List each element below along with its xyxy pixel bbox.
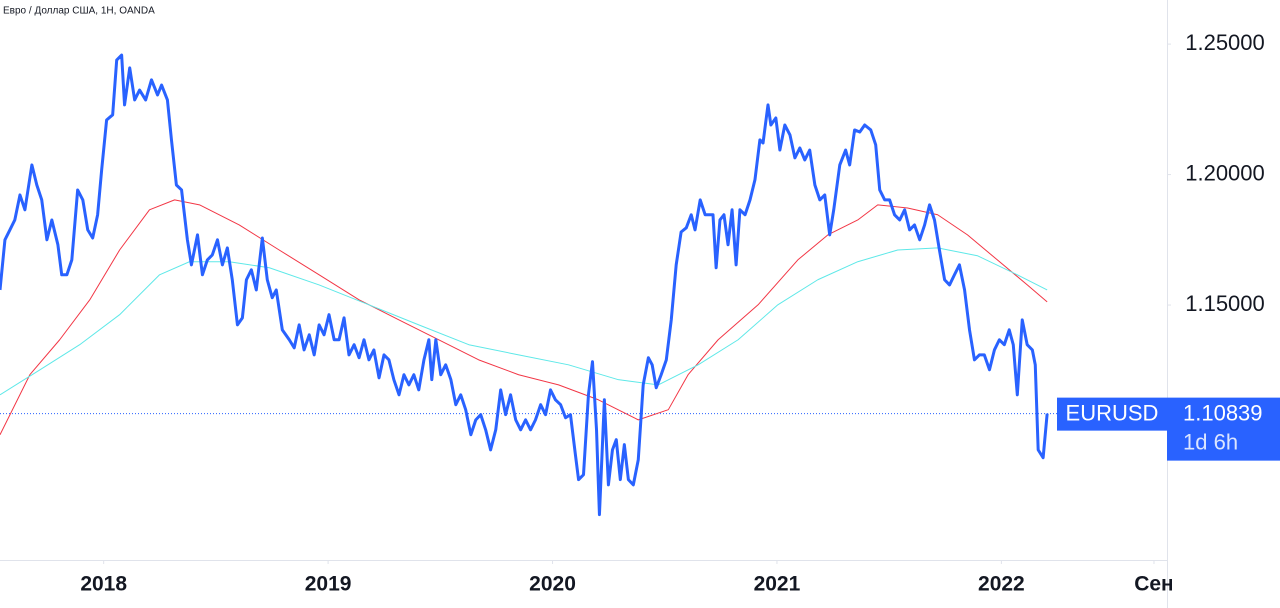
moving-average [0,199,1048,435]
symbol-label-box [1057,397,1167,431]
x-tick-label: 2019 [305,573,352,596]
countdown-label: 1d 6h [1183,429,1238,454]
y-tick-label: 1.20000 [1185,160,1265,185]
price-axis: 1.25000 1.20000 1.15000 [1167,30,1265,316]
moving-average [0,247,1048,396]
plot-area [0,53,1167,517]
x-tick-label: Сен [1134,573,1174,596]
price-line [0,53,1049,517]
y-tick-label: 1.15000 [1185,291,1265,316]
y-tick-label: 1.25000 [1185,30,1265,55]
price-label-box [1167,397,1280,461]
symbol-label: EURUSD [1066,400,1159,425]
symbol-title: Евро / Доллар США, 1H, OANDA [3,6,155,17]
x-tick-label: 2021 [754,573,801,596]
x-tick-label: 2018 [80,573,127,596]
time-axis: 2018 2019 2020 2021 2022 Сен [80,560,1174,596]
x-tick-label: 2020 [529,573,576,596]
price-label: 1.10839 [1183,400,1263,425]
x-tick-label: 2022 [978,573,1025,596]
